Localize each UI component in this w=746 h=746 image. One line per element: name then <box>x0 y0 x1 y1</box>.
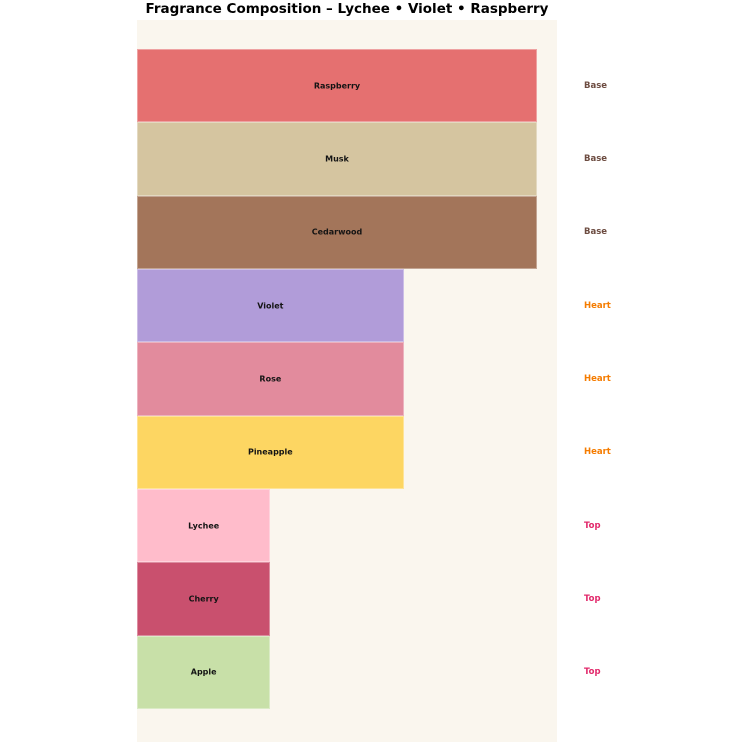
bar-pineapple <box>137 415 404 489</box>
group-label-base-2: Base <box>584 227 608 238</box>
group-label-top-7: Top <box>584 594 601 604</box>
bar-label-apple: Apple <box>190 667 217 677</box>
bar-label-pineapple: Pineapple <box>247 447 293 457</box>
bar-label-violet: Violet <box>257 301 284 311</box>
bar-rose <box>137 342 404 416</box>
group-label-base-0: Base <box>584 80 608 91</box>
group-label-base-1: Base <box>584 154 608 164</box>
bar-label-musk: Musk <box>325 154 349 164</box>
bar-label-lychee: Lychee <box>188 521 220 531</box>
bar-label-rose: Rose <box>259 374 282 384</box>
bar-cherry <box>137 562 271 636</box>
bar-violet <box>137 269 404 343</box>
plot-area: Raspberry Musk Cedarwood Violet Rose Pineappl… <box>137 20 557 742</box>
bar-label-cedarwood: Cedarwood <box>311 227 363 237</box>
group-label-heart-3: Heart <box>584 300 611 311</box>
bar-label-cherry: Cherry <box>188 594 219 604</box>
bar-musk <box>137 122 537 196</box>
bar-apple <box>137 635 271 709</box>
group-label-top-6: Top <box>584 520 601 531</box>
bar-label-raspberry: Raspberry <box>313 81 361 91</box>
group-label-heart-5: Heart <box>584 447 611 458</box>
chart-title: Fragrance Composition – Lychee • Violet … <box>145 1 549 17</box>
group-label-top-8: Top <box>584 667 601 678</box>
bar-raspberry <box>137 49 537 123</box>
bar-lychee <box>137 489 271 563</box>
bar-cedarwood <box>137 195 537 269</box>
group-label-heart-4: Heart <box>584 374 611 384</box>
